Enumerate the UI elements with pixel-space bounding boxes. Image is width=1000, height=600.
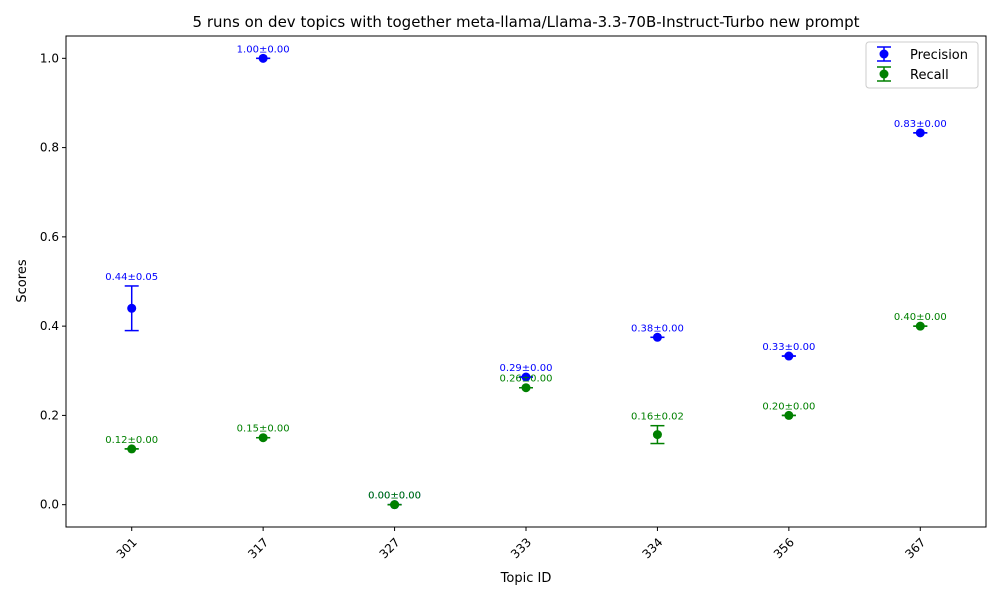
legend-recall-marker: [879, 69, 889, 79]
recall-data-label: 0.26±0.00: [500, 374, 553, 385]
x-tick-label: 356: [771, 535, 797, 561]
plot-area: 0.0 0.2 0.4 0.6 0.8 1.0 301 317 327 333 334 356 367 0…: [40, 35, 987, 561]
x-tick-label: 367: [902, 535, 928, 561]
x-tick-label: 301: [114, 535, 140, 561]
precision-point: [915, 128, 925, 138]
precision-data-label: 0.33±0.00: [762, 342, 815, 353]
recall-point: [652, 430, 662, 440]
y-tick-label: 0.4: [40, 319, 59, 333]
x-tick-label: 334: [639, 535, 665, 561]
x-tick-label: 327: [377, 535, 403, 561]
chart-title: 5 runs on dev topics with together meta-…: [193, 13, 860, 31]
y-tick-label: 0.6: [40, 230, 59, 244]
x-tick-label: 333: [508, 535, 534, 561]
precision-point: [521, 372, 531, 382]
x-axis-title: Topic ID: [500, 571, 552, 586]
precision-data-label: 0.29±0.00: [500, 363, 553, 374]
recall-point: [127, 444, 137, 454]
recall-data-label: 0.00±0.00: [368, 491, 421, 502]
recall-data-label: 0.16±0.02: [631, 412, 684, 423]
recall-data-label: 0.40±0.00: [894, 312, 947, 323]
recall-data-label: 0.12±0.00: [105, 435, 158, 446]
recall-point: [258, 433, 268, 443]
recall-point: [915, 321, 925, 331]
recall-point: [521, 383, 531, 393]
legend-box: [865, 41, 979, 89]
recall-point: [390, 500, 400, 510]
precision-point: [127, 303, 137, 313]
plot-frame: [65, 35, 987, 528]
legend-precision-marker: [879, 49, 889, 59]
precision-point: [652, 332, 662, 342]
precision-data-label: 0.44±0.05: [105, 272, 158, 283]
recall-data-label: 0.20±0.00: [762, 401, 815, 412]
y-tick-label: 0.0: [40, 498, 59, 512]
recall-point: [784, 410, 794, 420]
precision-data-label: 0.83±0.00: [894, 119, 947, 130]
x-tick-label: 317: [245, 535, 271, 561]
precision-point: [258, 53, 268, 63]
precision-data-label: 1.00±0.00: [237, 44, 290, 55]
y-tick-label: 1.0: [40, 51, 59, 65]
y-axis-title: Scores: [15, 259, 30, 302]
recall-data-label: 0.15±0.00: [237, 424, 290, 435]
legend-recall-label: Recall: [910, 68, 949, 83]
precision-data-label: 0.00±0.00: [368, 491, 421, 502]
y-tick-label: 0.8: [40, 141, 59, 155]
legend-precision-label: Precision: [910, 48, 968, 63]
precision-data-label: 0.38±0.00: [631, 323, 684, 334]
precision-point: [784, 351, 794, 361]
legend: Precision Recall: [865, 41, 979, 89]
y-tick-label: 0.2: [40, 408, 59, 422]
